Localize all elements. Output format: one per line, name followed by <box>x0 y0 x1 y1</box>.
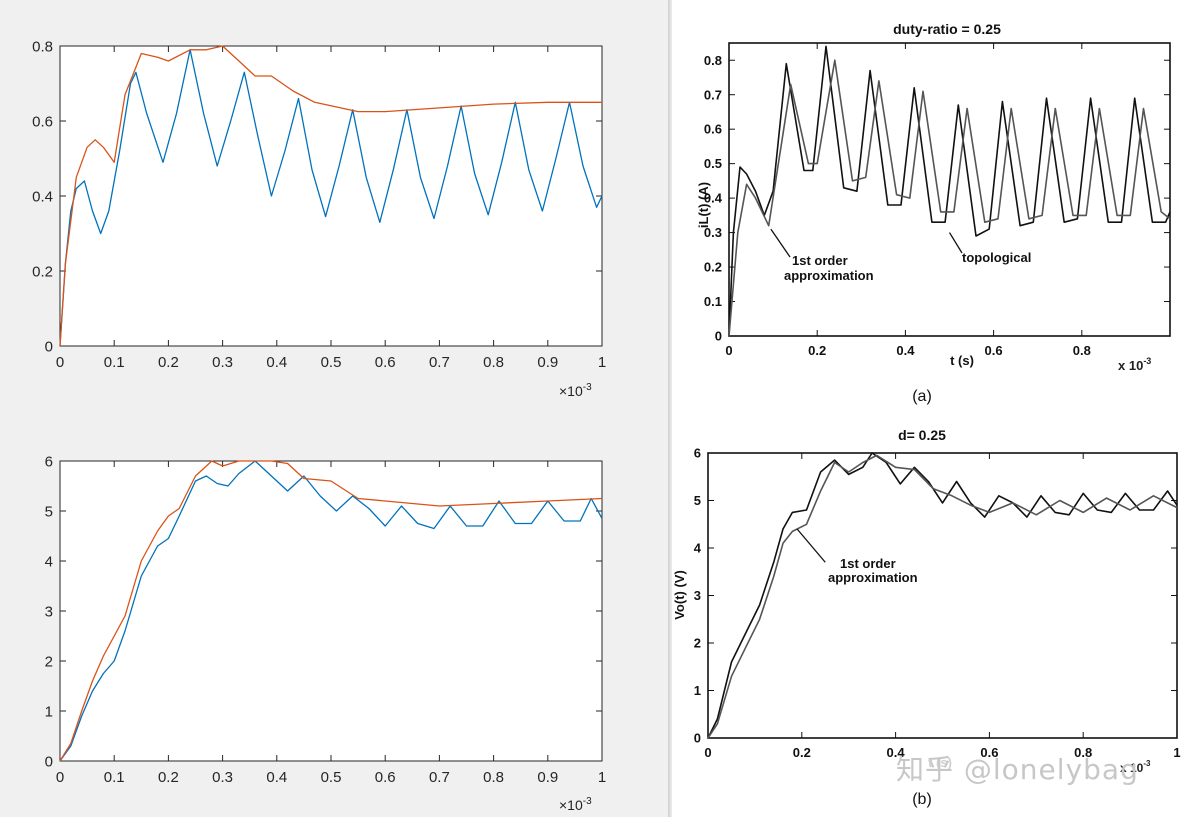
y-tick-label: 0.6 <box>32 113 53 130</box>
x-exponent-label: ×10-3 <box>559 796 592 813</box>
x-tick-label: 0.3 <box>212 354 233 371</box>
plot-area <box>59 460 603 762</box>
figure-caption: (b) <box>912 791 932 808</box>
annotation-topological: topological <box>962 250 1031 265</box>
x-tick-label: 0.4 <box>887 745 906 760</box>
y-axis-label: Vo(t) (V) <box>672 570 687 620</box>
y-tick-label: 0.7 <box>704 87 722 102</box>
x-tick-label: 0.6 <box>375 354 396 371</box>
x-tick-label: 0 <box>725 343 732 358</box>
x-tick-label: 0.8 <box>1073 343 1091 358</box>
panel-divider <box>668 0 672 817</box>
scanned-current-plot: 0 0.2 0.4 0.6 0.8 0 0.1 0.2 0.3 0.4 0.5 0.6 0.7 0.8 du… <box>696 21 1171 405</box>
x-tick-label: 0 <box>56 354 64 371</box>
x-tick-label: 1 <box>598 769 606 786</box>
figure-caption: (a) <box>912 388 932 405</box>
y-tick-label: 3 <box>694 588 701 603</box>
x-tick-label: 0.9 <box>537 354 558 371</box>
annotation-approximation: approximation <box>828 570 918 585</box>
x-tick-label: 0.7 <box>429 769 450 786</box>
x-tick-label: 0.8 <box>1074 745 1092 760</box>
x-tick-label: 0 <box>704 745 711 760</box>
series-line-orange <box>59 45 602 347</box>
y-tick-label: 0.6 <box>704 122 722 137</box>
watermark-text: 知乎 @lonelybag <box>896 753 1139 786</box>
chart-title: d= 0.25 <box>898 427 946 443</box>
y-tick-label: 0 <box>45 338 53 355</box>
y-tick-label: 1 <box>45 703 53 720</box>
y-tick-label: 0 <box>45 753 53 770</box>
y-tick-label: 0.4 <box>704 191 723 206</box>
x-tick-label: 0.2 <box>158 769 179 786</box>
x-tick-label: 0.1 <box>104 354 125 371</box>
x-tick-label: 0.1 <box>104 769 125 786</box>
series-line-blue <box>59 49 603 347</box>
y-tick-label: 0.8 <box>704 53 722 68</box>
x-exponent-label: x 10-3 <box>1118 356 1151 373</box>
y-tick-label: 0.2 <box>32 263 53 280</box>
matlab-voltage-plot: 0 0.1 0.2 0.3 0.4 0.5 0.6 0.7 0.8 0.9 1 0 1 2 3 4 5 6 ×10-… <box>45 453 607 813</box>
x-tick-label: 0.4 <box>896 343 915 358</box>
y-tick-label: 1 <box>694 683 701 698</box>
y-tick-label: 6 <box>45 453 53 470</box>
x-tick-label: 0.8 <box>483 354 504 371</box>
y-tick-label: 0 <box>694 731 701 746</box>
x-tick-label: 1 <box>1173 745 1180 760</box>
x-axis-label: t (s) <box>950 353 974 368</box>
matlab-current-plot: 0 0.1 0.2 0.3 0.4 0.5 0.6 0.7 0.8 0.9 1 0 0.2 0.4 0.6 0… <box>32 38 606 399</box>
x-tick-label: 0.9 <box>537 769 558 786</box>
y-axis-label: iL(t) (A) <box>696 182 711 228</box>
y-tick-label: 3 <box>45 603 53 620</box>
x-exponent-label: ×10-3 <box>559 382 592 399</box>
series-line-topological <box>728 45 1171 337</box>
x-tick-label: 0.6 <box>980 745 998 760</box>
x-exponent-label: x 10-3 <box>1120 759 1151 775</box>
series-line-orange <box>59 460 603 762</box>
series-line-1st-order-approximation <box>728 59 1171 337</box>
x-tick-label: 0.7 <box>429 354 450 371</box>
y-tick-label: 2 <box>694 636 701 651</box>
x-tick-label: 0.4 <box>266 354 287 371</box>
x-tick-label: 0.2 <box>808 343 826 358</box>
annotation-1st-order: 1st order <box>840 556 896 571</box>
annotation-arrow <box>796 528 826 563</box>
x-tick-label: 0.3 <box>212 769 233 786</box>
y-tick-label: 0.3 <box>704 225 722 240</box>
y-tick-label: 0.5 <box>704 156 722 171</box>
series-line-topological <box>707 452 1178 739</box>
y-tick-label: 0.4 <box>32 188 53 205</box>
series-line-1st-order-approximation <box>707 454 1178 739</box>
x-tick-label: 0.6 <box>985 343 1003 358</box>
x-tick-label: 0.5 <box>321 769 342 786</box>
x-tick-label: 0 <box>56 769 64 786</box>
x-tick-label: 0.5 <box>321 354 342 371</box>
y-tick-label: 4 <box>694 541 702 556</box>
x-tick-label: 0.4 <box>266 769 287 786</box>
chart-title: duty-ratio = 0.25 <box>893 21 1001 37</box>
annotation-approximation: approximation <box>784 268 874 283</box>
x-tick-label: 1 <box>598 354 606 371</box>
y-tick-label: 0.1 <box>704 294 722 309</box>
series-line-blue <box>59 460 603 762</box>
x-tick-label: 0.6 <box>375 769 396 786</box>
x-tick-label: 0.2 <box>793 745 811 760</box>
y-tick-label: 0.2 <box>704 260 722 275</box>
y-tick-label: 0.8 <box>32 38 53 55</box>
annotation-1st-order: 1st order <box>792 253 848 268</box>
y-tick-label: 2 <box>45 653 53 670</box>
x-tick-label: 0.8 <box>483 769 504 786</box>
plot-area <box>707 452 1178 739</box>
y-tick-label: 4 <box>45 553 53 570</box>
scanned-voltage-plot: 0 0.2 0.4 0.6 0.8 1 0 1 2 3 4 5 6 d= 0.25 t (s) Vo(t) (… <box>672 427 1181 808</box>
y-tick-label: 5 <box>45 503 53 520</box>
y-tick-label: 6 <box>694 446 701 461</box>
annotation-arrow <box>948 232 963 254</box>
y-tick-label: 5 <box>694 493 701 508</box>
annotation-arrow <box>770 228 791 258</box>
x-tick-label: 0.2 <box>158 354 179 371</box>
y-tick-label: 0 <box>715 329 722 344</box>
x-axis-label: t (s) <box>928 755 952 770</box>
